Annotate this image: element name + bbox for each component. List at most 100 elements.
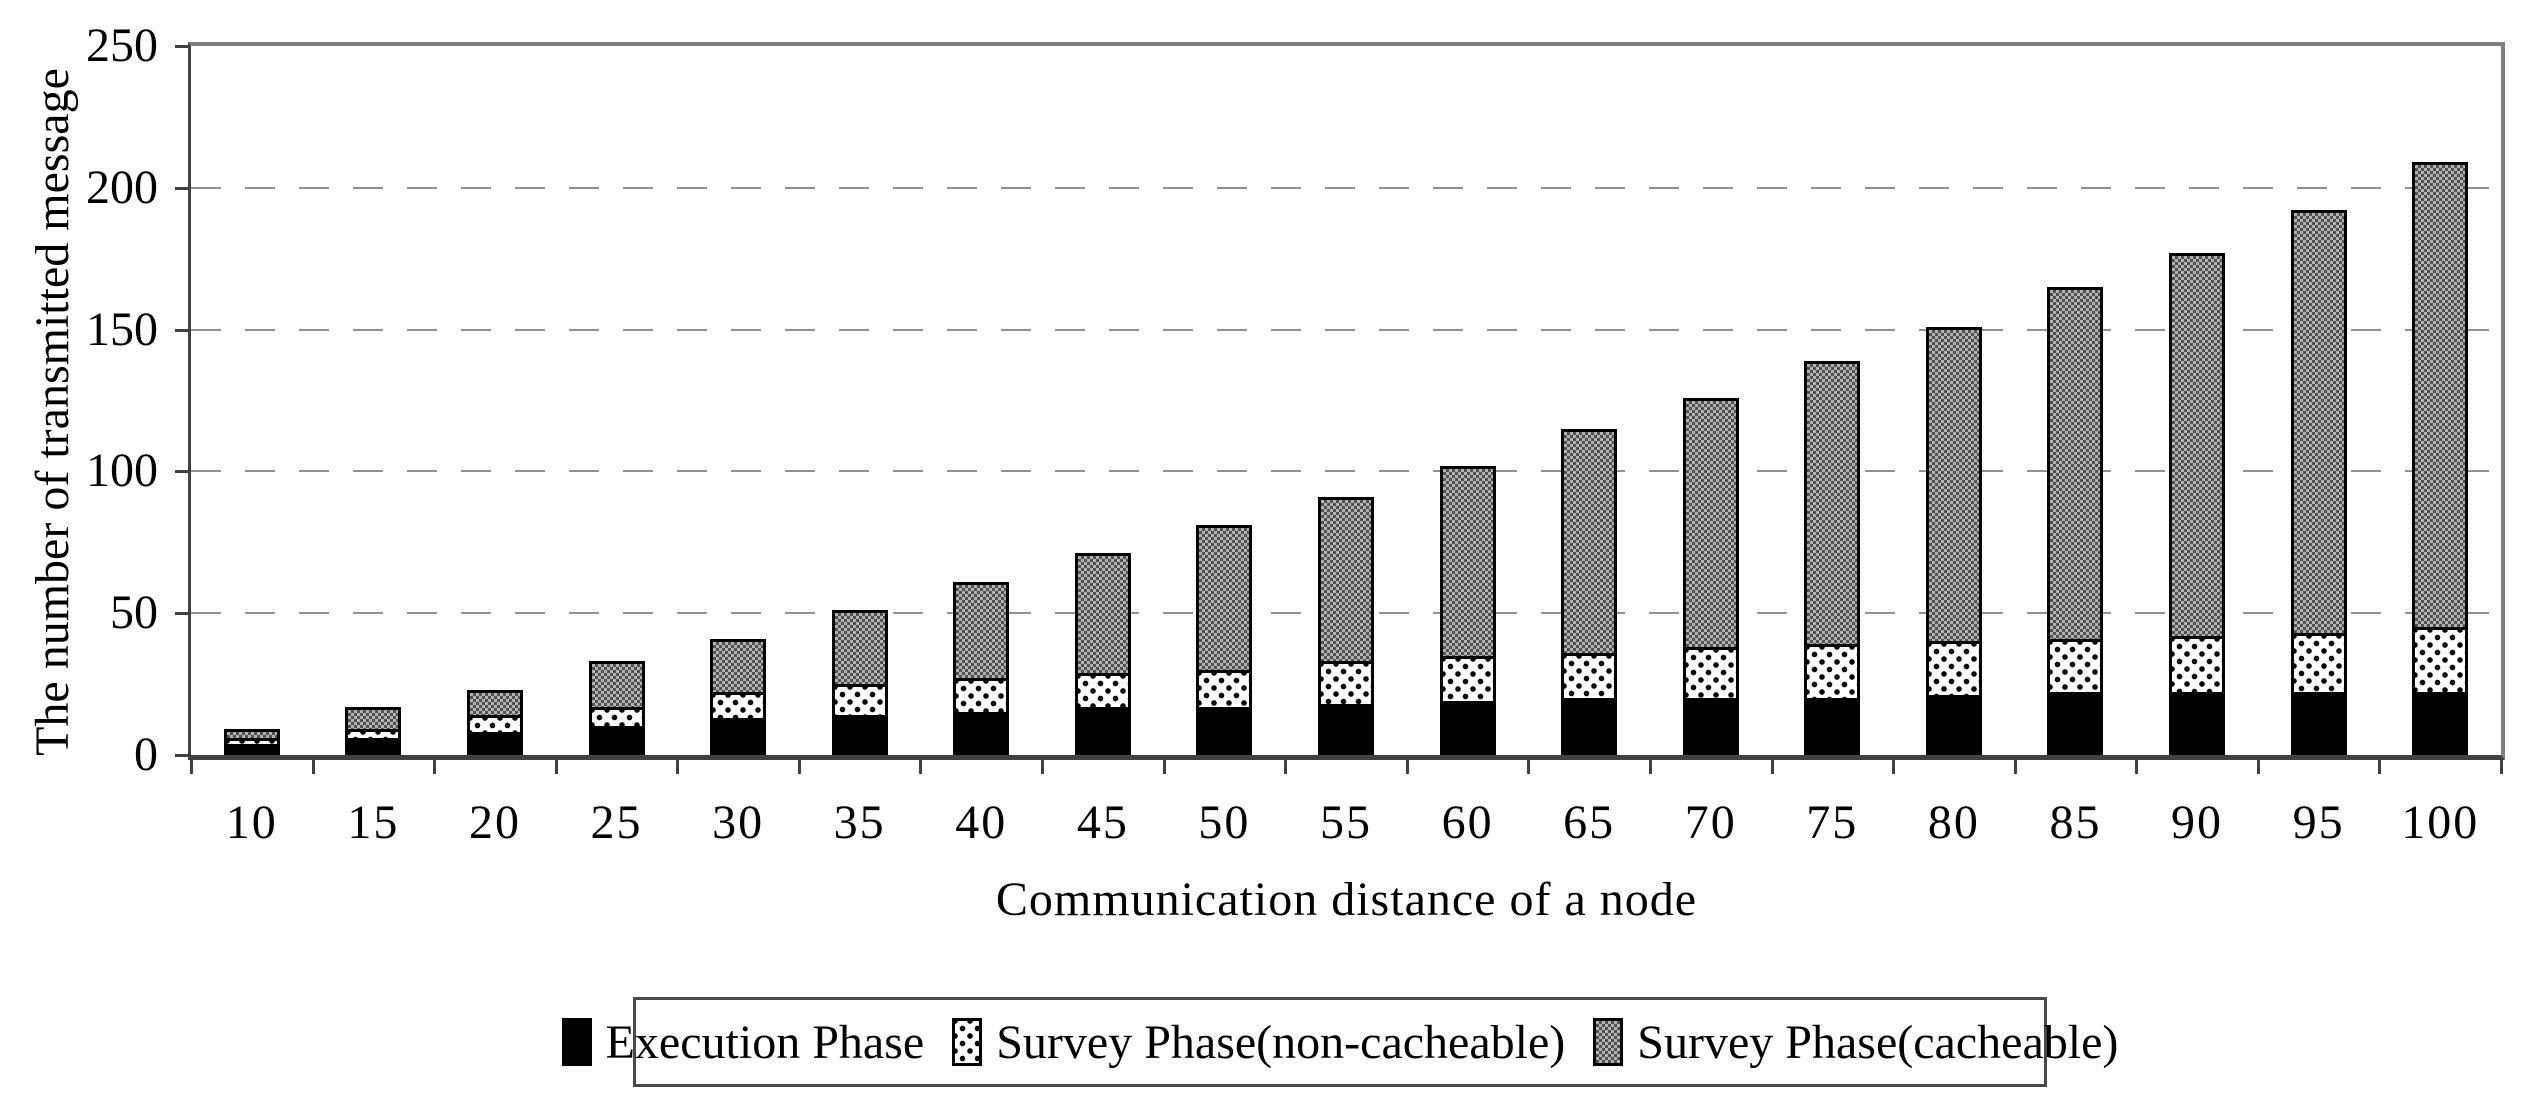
x-tick-mark-13 <box>1770 760 1774 774</box>
segment-survey-phase-cacheable-80 <box>1928 329 1979 645</box>
plot-area <box>188 42 2505 760</box>
x-tick-label-65: 65 <box>1563 796 1616 849</box>
segment-survey-phase-non-cacheable-20 <box>469 718 520 736</box>
bar-60 <box>1439 465 1496 755</box>
y-tick-mark-100 <box>175 470 188 474</box>
segment-survey-phase-cacheable-55 <box>1321 499 1371 665</box>
x-tick-label-55: 55 <box>1319 796 1372 849</box>
y-tick-mark-150 <box>175 328 188 332</box>
segment-execution-phase-85 <box>2050 695 2101 755</box>
x-tick-mark-7 <box>1041 760 1045 774</box>
segment-survey-phase-non-cacheable-95 <box>2293 635 2344 696</box>
segment-survey-phase-cacheable-45 <box>1077 556 1128 676</box>
segment-survey-phase-cacheable-35 <box>834 613 885 687</box>
segment-execution-phase-75 <box>1807 701 1858 755</box>
legend-label: Survey Phase(cacheable) <box>1637 1015 2119 1069</box>
y-tick-label-250: 250 <box>86 19 158 72</box>
segment-survey-phase-non-cacheable-60 <box>1442 658 1493 704</box>
x-tick-mark-9 <box>1284 760 1288 774</box>
y-tick-mark-50 <box>175 612 188 616</box>
x-tick-mark-11 <box>1527 760 1531 774</box>
segment-execution-phase-95 <box>2293 695 2344 755</box>
bar-95 <box>2290 210 2347 755</box>
segment-survey-phase-non-cacheable-45 <box>1077 675 1128 710</box>
y-tick-label-200: 200 <box>86 160 158 214</box>
segment-survey-phase-non-cacheable-70 <box>1685 650 1736 702</box>
segment-execution-phase-70 <box>1685 701 1736 755</box>
bar-50 <box>1196 525 1253 755</box>
bar-80 <box>1925 326 1982 755</box>
legend-item-survey-phase-cacheable: Survey Phase(cacheable) <box>1593 1015 2118 1070</box>
x-tick-mark-8 <box>1162 760 1166 774</box>
segment-execution-phase-20 <box>469 735 520 755</box>
x-tick-mark-0 <box>190 760 193 774</box>
segment-survey-phase-cacheable-15 <box>348 709 399 733</box>
x-tick-mark-2 <box>433 760 437 774</box>
bar-85 <box>2047 286 2104 755</box>
segment-survey-phase-non-cacheable-15 <box>348 732 399 741</box>
segment-survey-phase-non-cacheable-50 <box>1199 672 1250 710</box>
segment-survey-phase-non-cacheable-25 <box>591 709 642 730</box>
segment-execution-phase-40 <box>956 715 1007 755</box>
y-tick-label-0: 0 <box>134 728 158 781</box>
segment-execution-phase-35 <box>834 718 885 755</box>
segment-survey-phase-non-cacheable-90 <box>2172 638 2223 696</box>
segment-survey-phase-non-cacheable-10 <box>226 740 277 747</box>
x-tick-mark-5 <box>797 760 801 774</box>
gridline-200 <box>191 186 2501 189</box>
x-tick-mark-17 <box>2256 760 2260 774</box>
x-tick-label-85: 85 <box>2049 796 2102 849</box>
segment-survey-phase-non-cacheable-55 <box>1321 664 1371 707</box>
bar-65 <box>1561 428 1618 755</box>
y-tick-mark-0 <box>175 754 188 757</box>
segment-survey-phase-cacheable-85 <box>2050 289 2101 642</box>
legend-label: Execution Phase <box>605 1015 925 1069</box>
segment-execution-phase-100 <box>2415 695 2466 755</box>
segment-execution-phase-45 <box>1077 709 1128 755</box>
segment-survey-phase-cacheable-30 <box>713 641 764 696</box>
y-tick-mark-250 <box>175 45 188 48</box>
x-tick-label-70: 70 <box>1684 796 1737 849</box>
x-tick-label-100: 100 <box>2401 796 2480 849</box>
x-tick-mark-10 <box>1405 760 1409 774</box>
segment-survey-phase-non-cacheable-85 <box>2050 641 2101 696</box>
segment-execution-phase-80 <box>1928 698 1979 755</box>
segment-survey-phase-cacheable-60 <box>1442 468 1493 659</box>
x-tick-mark-12 <box>1648 760 1652 774</box>
bar-75 <box>1804 360 1861 755</box>
x-tick-label-40: 40 <box>955 796 1008 849</box>
bar-20 <box>466 689 523 755</box>
segment-execution-phase-10 <box>226 746 277 755</box>
x-tick-label-75: 75 <box>1806 796 1859 849</box>
x-tick-mark-16 <box>2135 760 2139 774</box>
y-tick-mark-200 <box>175 186 188 190</box>
gridline-100 <box>191 470 2501 473</box>
segment-execution-phase-90 <box>2172 695 2223 755</box>
segment-survey-phase-non-cacheable-100 <box>2415 630 2466 696</box>
segment-survey-phase-non-cacheable-30 <box>713 695 764 721</box>
segment-survey-phase-cacheable-50 <box>1199 528 1250 673</box>
bar-35 <box>831 610 888 755</box>
segment-survey-phase-cacheable-40 <box>956 584 1007 682</box>
y-axis-title: The number of transmitted message <box>26 68 79 756</box>
segment-survey-phase-cacheable-20 <box>469 692 520 719</box>
segment-survey-phase-cacheable-10 <box>226 732 277 741</box>
segment-execution-phase-60 <box>1442 703 1493 755</box>
x-tick-mark-14 <box>1892 760 1896 774</box>
x-tick-label-80: 80 <box>1927 796 1980 849</box>
bar-90 <box>2169 252 2226 755</box>
x-tick-label-50: 50 <box>1198 796 1251 849</box>
legend-item-survey-phase-non-cacheable: Survey Phase(non-cacheable) <box>952 1015 1565 1070</box>
segment-survey-phase-non-cacheable-40 <box>956 681 1007 716</box>
segment-survey-phase-non-cacheable-65 <box>1564 655 1615 702</box>
bar-10 <box>223 729 280 755</box>
gridline-150 <box>191 328 2501 331</box>
bar-25 <box>588 661 645 755</box>
x-tick-mark-19 <box>2500 760 2503 774</box>
segment-execution-phase-25 <box>591 729 642 755</box>
x-tick-mark-1 <box>311 760 315 774</box>
bar-70 <box>1682 397 1739 755</box>
legend-swatch-solid-black <box>561 1018 592 1066</box>
x-tick-label-45: 45 <box>1076 796 1129 849</box>
bar-15 <box>345 706 402 755</box>
